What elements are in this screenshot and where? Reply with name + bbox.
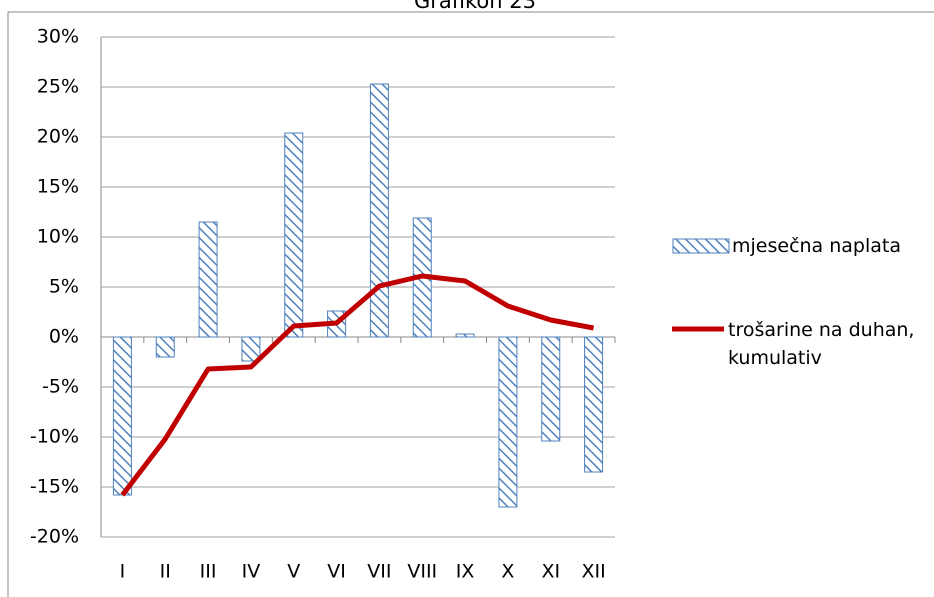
bar (112, 336, 132, 496)
x-tick-label: VIII (407, 561, 437, 583)
bar (155, 336, 175, 358)
bar (541, 336, 561, 442)
bar (241, 336, 261, 362)
x-tick-label: IX (456, 561, 475, 583)
bar (369, 83, 389, 338)
y-tick-label: 15% (37, 176, 79, 198)
bar (498, 336, 518, 508)
x-tick-label: VI (327, 561, 346, 583)
y-tick-label: 10% (37, 226, 79, 248)
x-tick-label: IV (242, 561, 261, 583)
x-tick-label: V (287, 561, 300, 583)
line (120, 273, 595, 497)
bar (455, 333, 475, 338)
x-tick-label: VII (367, 561, 391, 583)
y-tick-label: 5% (49, 276, 79, 298)
legend-label: mjesečna naplata (732, 235, 901, 257)
bar (284, 132, 304, 338)
y-tick-label: -10% (30, 426, 79, 448)
x-tick-label: II (160, 561, 171, 583)
x-tick-label: I (120, 561, 126, 583)
y-tick-label: 30% (37, 26, 79, 48)
y-tick-label: 25% (37, 76, 79, 98)
y-tick-label: -15% (30, 476, 79, 498)
bar (584, 336, 604, 473)
bar (198, 221, 218, 338)
chart-border (7, 11, 934, 597)
x-tick-label: III (200, 561, 217, 583)
y-tick-label: -20% (30, 526, 79, 548)
y-tick-label: 20% (37, 126, 79, 148)
legend-label: trošarine na duhan, kumulativ (728, 319, 915, 369)
x-tick-label: XI (541, 561, 560, 583)
legend-swatch (672, 238, 730, 254)
x-tick-label: XII (581, 561, 605, 583)
x-tick-label: X (501, 561, 514, 583)
y-tick-label: 0% (49, 326, 79, 348)
y-tick-label: -5% (42, 376, 79, 398)
chart-title: Grafikon 23 (414, 0, 536, 13)
